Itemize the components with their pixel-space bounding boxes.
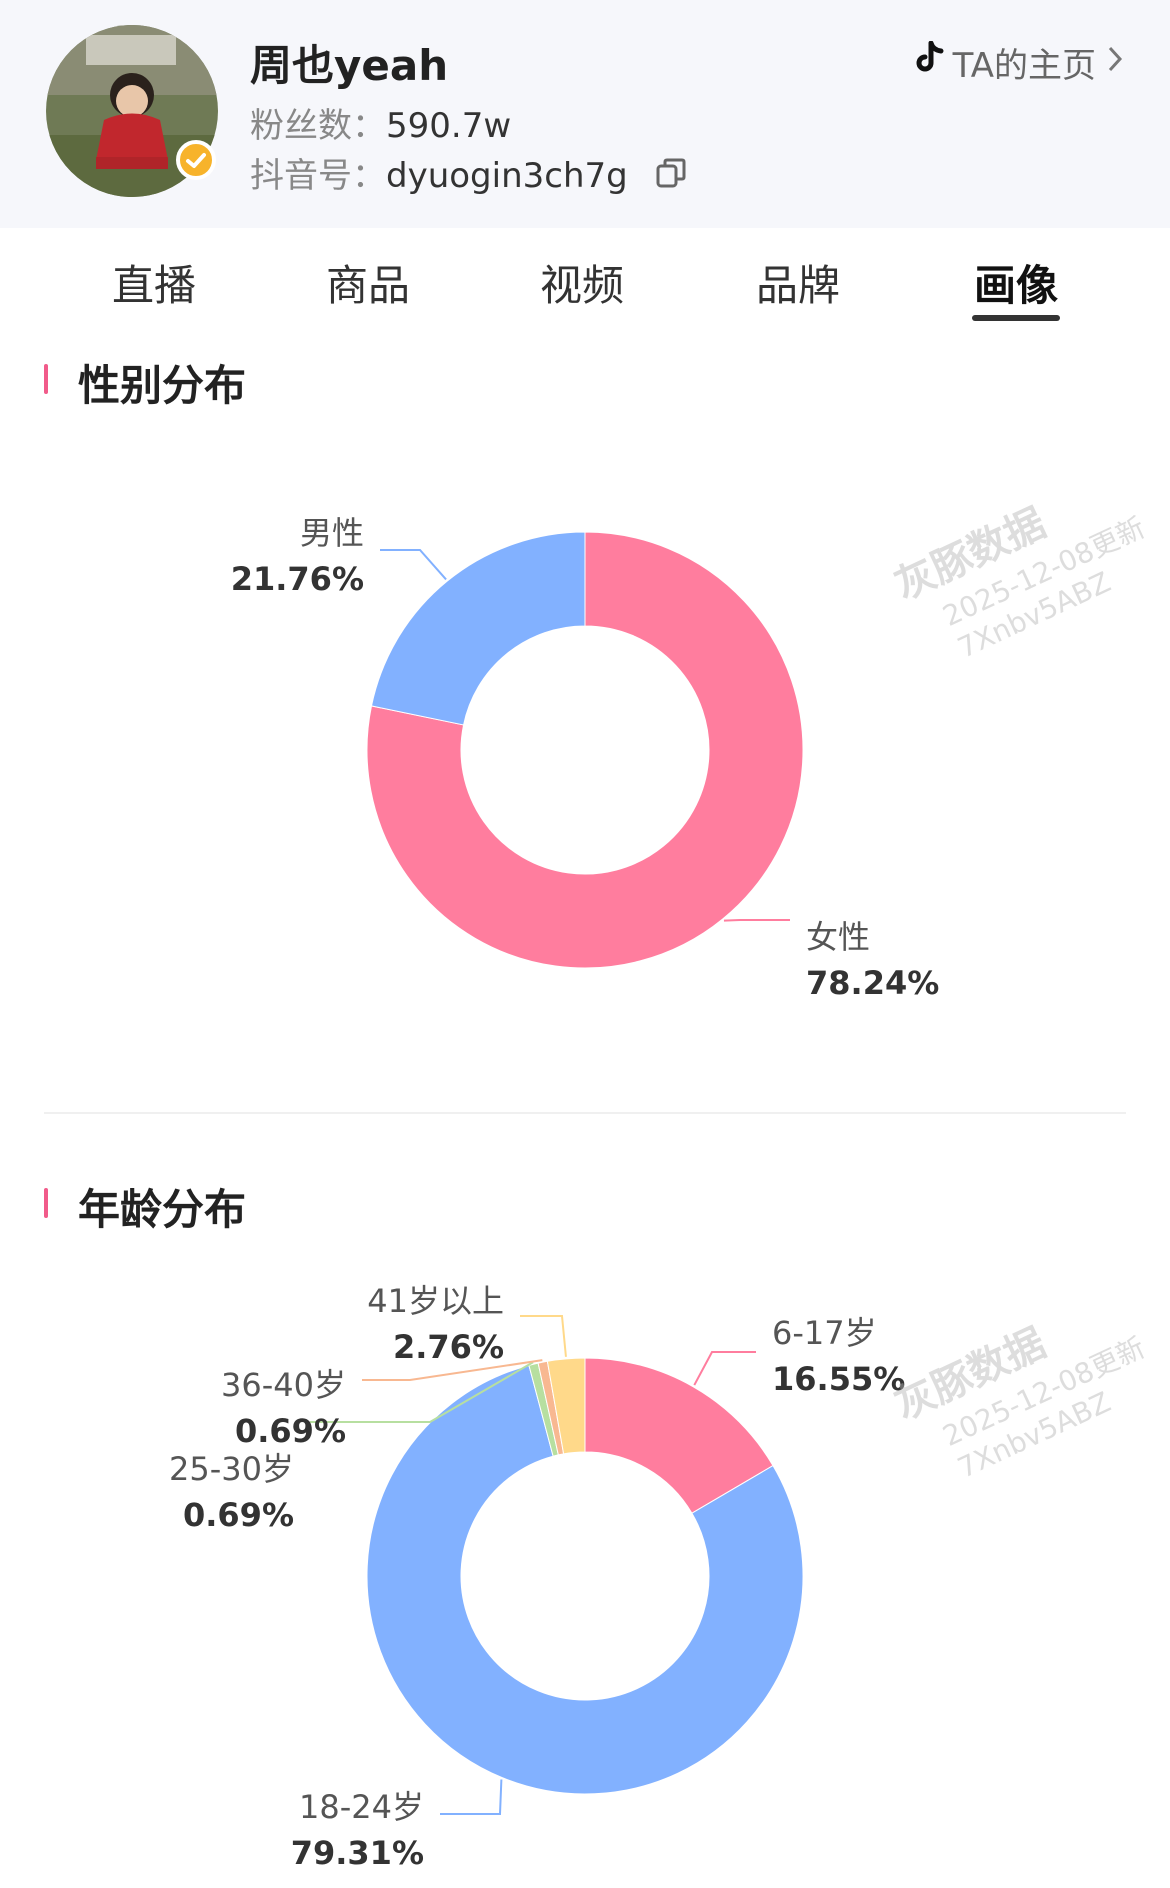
leader-line-0 [723, 919, 790, 922]
tab-products[interactable]: 商品 [325, 261, 410, 310]
tab-videos[interactable]: 视频 [539, 261, 624, 310]
homepage-label: TA的主页 [952, 46, 1096, 86]
slice-value-2: 0.69% [183, 1496, 294, 1534]
age-donut-chart: 6-17岁 16.55% 18-24岁 79.31% 25-30岁 0.69% 36-40岁… [0, 1240, 1170, 1888]
section-divider [44, 1112, 1126, 1114]
leader-line-1 [440, 1779, 503, 1815]
profile-header: 周也yeah 粉丝数：590.7w 抖音号：dyuogin3ch7g TA的主页 [0, 0, 1170, 228]
slice-0 [584, 1357, 774, 1514]
slice-value-0: 78.24% [806, 964, 939, 1002]
slice-label-3: 36-40岁 [221, 1366, 346, 1404]
copy-icon[interactable] [655, 157, 687, 198]
slice-value-1: 21.76% [231, 560, 364, 598]
section-marker [44, 364, 48, 394]
slice-label-0: 6-17岁 [772, 1314, 877, 1352]
fans-count: 粉丝数：590.7w [250, 98, 511, 147]
leader-line-3 [362, 1359, 543, 1381]
douyin-id: 抖音号：dyuogin3ch7g [250, 148, 687, 198]
leader-line-4 [520, 1315, 567, 1357]
gender-chart-svg: 女性 78.24% 男性 21.76% [231, 514, 940, 1002]
fans-value: 590.7w [386, 106, 512, 146]
slice-label-2: 25-30岁 [169, 1450, 294, 1488]
slice-label-1: 18-24岁 [299, 1788, 424, 1826]
gender-section-title: 性别分布 [78, 361, 247, 410]
slice-label-0: 女性 [806, 918, 870, 956]
slice-value-0: 16.55% [772, 1360, 905, 1398]
slice-value-4: 2.76% [393, 1328, 504, 1366]
active-tab-indicator [972, 315, 1060, 321]
slice-0 [366, 531, 804, 969]
leader-line-0 [693, 1351, 756, 1386]
tab-brands[interactable]: 品牌 [755, 261, 840, 310]
verified-badge-icon [176, 140, 216, 180]
tab-live[interactable]: 直播 [111, 261, 196, 310]
gender-donut-chart: 女性 78.24% 男性 21.76% [0, 420, 1170, 1100]
section-marker [44, 1188, 48, 1218]
slice-label-1: 男性 [300, 514, 364, 552]
age-section-title: 年龄分布 [78, 1185, 247, 1234]
slice-value-3: 0.69% [235, 1412, 346, 1450]
douyin-logo-icon [915, 40, 945, 84]
age-chart-svg: 6-17岁16.55%18-24岁79.31%25-30岁0.69%36-40岁… [169, 1282, 905, 1872]
tab-bar: 直播 商品 视频 品牌 画像 [0, 240, 1170, 330]
homepage-link[interactable]: TA的主页 [915, 38, 1126, 87]
slice-4 [546, 1357, 586, 1455]
tab-profile[interactable]: 画像 [973, 261, 1058, 310]
slice-1 [370, 531, 586, 726]
slice-value-1: 79.31% [291, 1834, 424, 1872]
fans-label: 粉丝数： [250, 106, 386, 146]
chevron-right-icon [1104, 43, 1126, 83]
douyin-id-value: dyuogin3ch7g [386, 156, 628, 196]
leader-line-2 [310, 1361, 534, 1423]
profile-name: 周也yeah [250, 41, 449, 90]
douyin-id-label: 抖音号： [250, 156, 386, 196]
slice-label-4: 41岁以上 [367, 1282, 504, 1320]
leader-line-1 [380, 549, 447, 581]
